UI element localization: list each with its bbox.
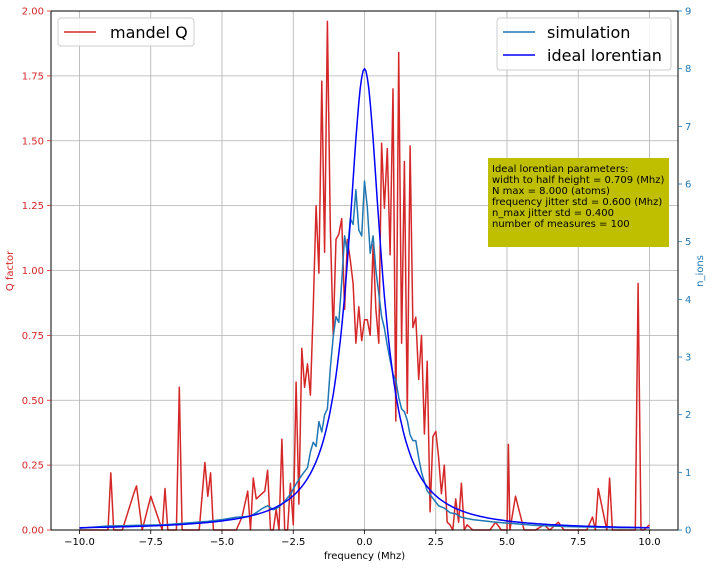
left-tick-label: 1.00 — [22, 266, 44, 277]
annotation-box: Ideal lorentian parameters: width to hal… — [488, 158, 669, 247]
x-tick-label: −2.5 — [281, 537, 305, 548]
series-line-simulation — [79, 180, 650, 530]
right-tick-label: 5 — [685, 237, 691, 248]
legend-ideal-label: ideal lorentian — [547, 46, 662, 65]
left-tick-label: 1.25 — [22, 201, 44, 212]
right-axis-label: n_ions — [695, 255, 706, 287]
right-tick-label: 0 — [685, 526, 691, 537]
right-tick-label: 4 — [685, 295, 691, 306]
series-layer — [79, 20, 651, 531]
annotation-line: N max = 8.000 (atoms) — [492, 186, 610, 197]
left-tick-label: 2.00 — [22, 7, 44, 18]
right-tick-label: 7 — [685, 122, 691, 133]
left-axis-ticks: 0.00 0.25 0.50 0.75 1.00 1.25 1.50 1.75 2.00 — [22, 7, 51, 537]
left-axis-label: Q factor — [5, 250, 16, 291]
left-tick-label: 0.75 — [22, 331, 44, 342]
legend-right: simulation ideal lorentian — [496, 17, 672, 71]
legend-left: mandel Q — [57, 17, 195, 47]
annotation-line: frequency jitter std = 0.600 (Mhz) — [492, 197, 662, 208]
annotation-background — [488, 158, 669, 247]
annotation-line: n_max jitter std = 0.400 — [492, 208, 614, 219]
x-tick-label: 2.5 — [428, 537, 444, 548]
legend-mandel-q-label: mandel Q — [110, 23, 188, 42]
legend-left-box — [57, 17, 195, 47]
x-tick-label: 10.0 — [638, 537, 660, 548]
right-tick-label: 2 — [685, 410, 691, 421]
series-line-ideal — [79, 67, 650, 529]
right-axis-ticks: 0 1 2 3 4 5 6 7 8 9 — [678, 7, 691, 537]
x-tick-label: −10.0 — [64, 537, 95, 548]
right-tick-label: 3 — [685, 353, 691, 364]
left-tick-label: 1.50 — [22, 136, 44, 147]
x-axis-ticks: −10.0 −7.5 −5.0 −2.5 0.0 2.5 5.0 7.5 10.0 — [64, 530, 661, 548]
left-tick-label: 0.00 — [22, 526, 44, 537]
annotation-line: number of measures = 100 — [492, 219, 630, 230]
left-tick-label: 1.75 — [22, 71, 44, 82]
x-axis-label: frequency (Mhz) — [324, 551, 405, 562]
legend-right-box — [496, 17, 672, 71]
x-tick-label: −5.0 — [210, 537, 234, 548]
annotation-line: width to half height = 0.709 (Mhz) — [492, 175, 664, 186]
right-tick-label: 6 — [685, 180, 691, 191]
right-tick-label: 8 — [685, 64, 691, 75]
left-tick-label: 0.50 — [22, 396, 44, 407]
x-tick-label: −7.5 — [139, 537, 163, 548]
annotation-line: Ideal lorentian parameters: — [492, 164, 629, 175]
x-tick-label: 5.0 — [499, 537, 515, 548]
right-tick-label: 9 — [685, 7, 691, 18]
right-tick-label: 1 — [685, 468, 691, 479]
left-tick-label: 0.25 — [22, 461, 44, 472]
x-tick-label: 7.5 — [570, 537, 586, 548]
x-tick-label: 0.0 — [357, 537, 373, 548]
legend-simulation-label: simulation — [547, 23, 630, 42]
